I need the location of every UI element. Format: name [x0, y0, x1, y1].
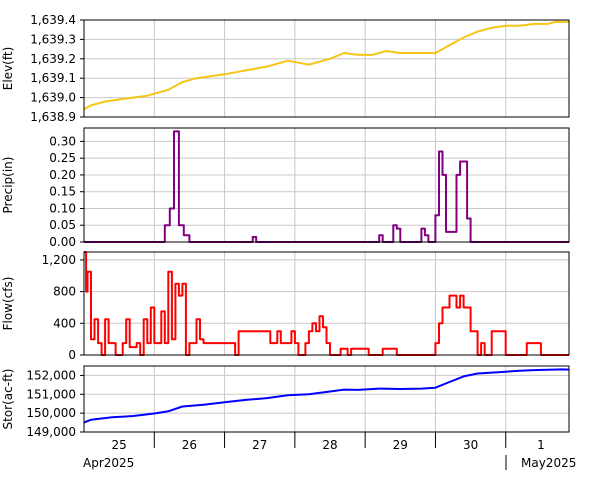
y-tick-label: 800	[53, 285, 76, 299]
series-line-3	[83, 368, 570, 424]
y-tick-label: 0.00	[49, 235, 76, 249]
y-tick-label: 0.10	[49, 201, 76, 215]
x-axis-labels: Apr2025 May2025	[83, 455, 576, 470]
y-tick-label: 1,639.3	[30, 32, 76, 46]
y-tick-label: 0	[68, 348, 76, 362]
y-tick-label: 152,000	[26, 368, 76, 382]
y-axis-label: Precip(in)	[1, 157, 15, 214]
panel-frame	[83, 365, 570, 433]
x-tick-label: 26	[182, 438, 197, 452]
y-axis-label: Elev(ft)	[1, 47, 15, 90]
y-tick-label: 150,000	[26, 406, 76, 420]
y-tick-label: 1,639.2	[30, 52, 76, 66]
y-tick-label: 0.30	[49, 134, 76, 148]
series-line-2	[84, 251, 569, 356]
y-tick-label: 0.25	[49, 151, 76, 165]
y-tick-label: 1,639.4	[30, 13, 76, 27]
y-tick-label: 0.20	[49, 168, 76, 182]
y-axis-label: Stor(ac-ft)	[1, 369, 15, 430]
y-tick-label: 1,639.1	[30, 71, 76, 85]
panel-0: 1,638.9 1,639.0 1,639.1 1,639.2 1,639.3 1,639…	[1, 13, 570, 124]
y-tick-label: 149,000	[26, 425, 76, 439]
y-tick-label: 0.05	[49, 218, 76, 232]
series-line-0	[83, 20, 569, 111]
panel-1: 0.00 0.05 0.10 0.15 0.20 0.25 0.30 Precip(in)	[1, 127, 570, 249]
y-tick-label: 1,200	[42, 253, 76, 267]
series-line-1	[84, 130, 569, 243]
panel-3: 149,000 150,000 151,000 152,000 Stor(ac-ft)	[1, 365, 570, 439]
x-tick-label: 27	[252, 438, 267, 452]
month-label-apr: Apr2025	[83, 456, 134, 470]
x-axis: 25 26 27 28 29 30 1	[112, 432, 545, 452]
y-axis-label: Flow(cfs)	[1, 277, 15, 331]
panel-frame	[83, 127, 570, 243]
x-tick-label: 25	[112, 438, 127, 452]
x-tick-label: 29	[393, 438, 408, 452]
panel-2: 0 400 800 1,200 Flow(cfs)	[1, 251, 570, 362]
y-tick-label: 0.15	[49, 185, 76, 199]
x-tick-label: 28	[322, 438, 337, 452]
month-label-may: May2025	[521, 456, 576, 470]
y-tick-label: 1,639.0	[30, 91, 76, 105]
y-tick-label: 1,638.9	[30, 110, 76, 124]
x-tick-label: 1	[537, 438, 545, 452]
y-tick-label: 400	[53, 316, 76, 330]
y-tick-label: 151,000	[26, 387, 76, 401]
x-tick-label: 30	[463, 438, 478, 452]
panel-frame	[83, 19, 570, 118]
panel-frame	[83, 251, 570, 356]
